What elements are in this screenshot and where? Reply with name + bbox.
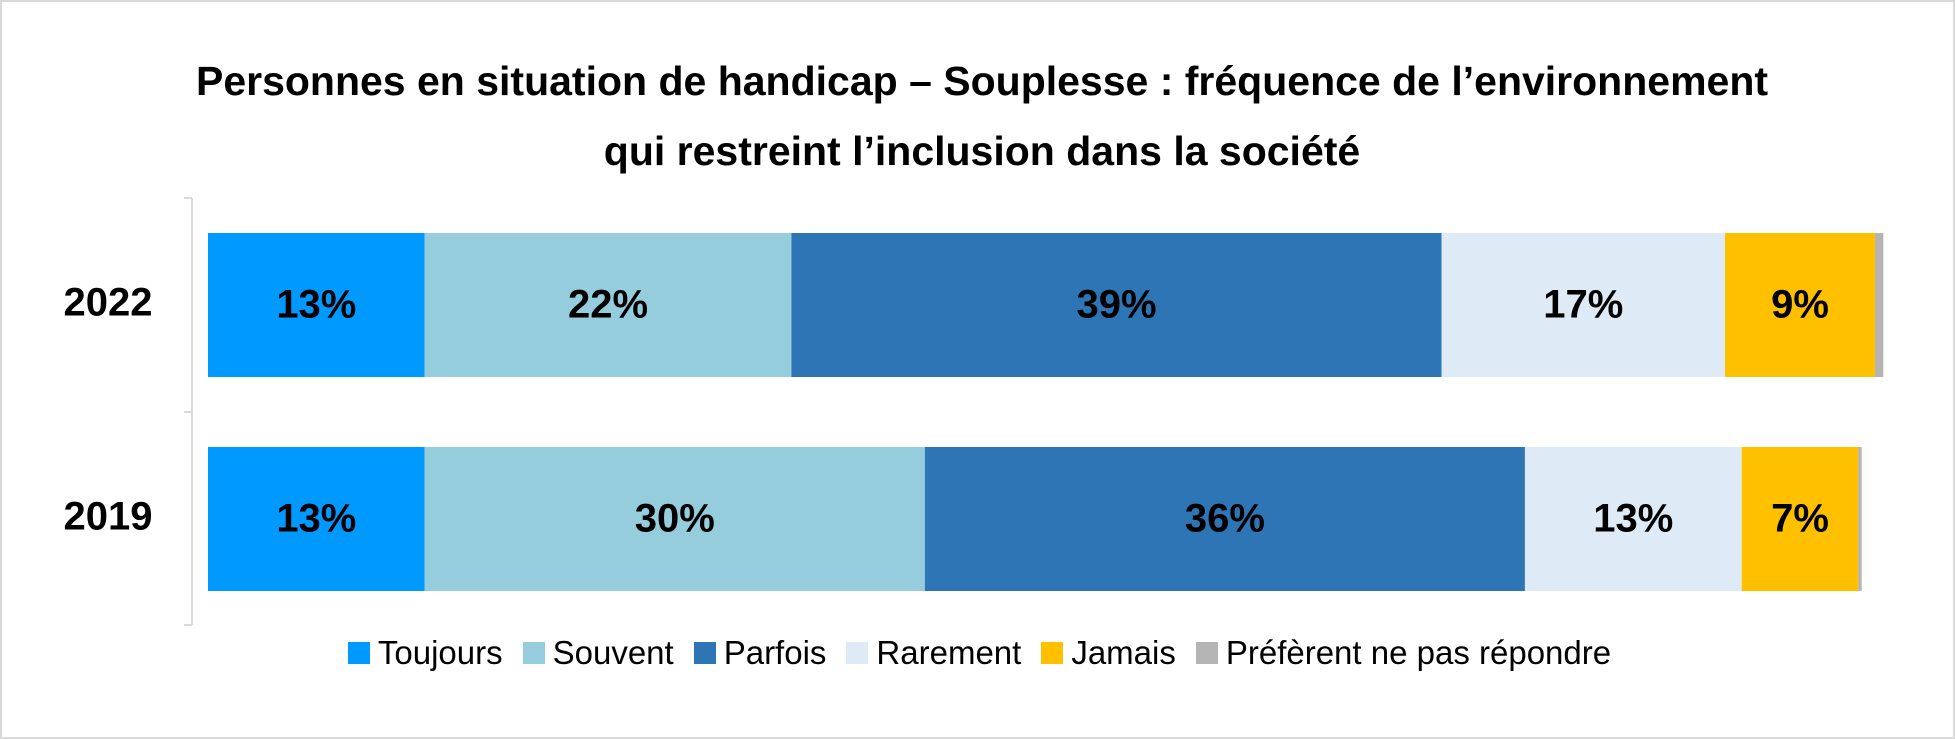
bar-segment <box>1858 447 1862 591</box>
data-label: 7% <box>1771 497 1829 541</box>
data-label: 9% <box>1771 283 1829 327</box>
legend-label: Souvent <box>552 634 674 671</box>
bar-segment <box>924 447 1525 591</box>
bar-segment <box>791 233 1442 377</box>
legend-swatch <box>347 642 370 664</box>
data-label: 17% <box>1543 283 1623 327</box>
y-tick-label: 2022 <box>64 281 153 325</box>
chart-title: Personnes en situation de handicap – Sou… <box>195 58 1769 174</box>
data-label: 13% <box>276 497 356 541</box>
bar-segment <box>424 233 792 377</box>
legend-swatch <box>1041 642 1064 664</box>
bar-segment <box>1724 233 1875 377</box>
legend-item: Rarement <box>846 634 1021 672</box>
legend-label: Préfèrent ne pas répondre <box>1225 634 1612 671</box>
legend-swatch <box>693 642 716 664</box>
data-label: 36% <box>1185 497 1265 541</box>
y-tick-label: 2019 <box>64 495 153 539</box>
data-label: 30% <box>635 497 715 541</box>
bar-segment <box>208 233 425 377</box>
legend-label: Parfois <box>723 634 827 671</box>
legend-label: Toujours <box>377 634 503 671</box>
data-label: 39% <box>1076 283 1156 327</box>
legend: Toujours Souvent Parfois Rarement Jamais Préf… <box>2 634 1953 672</box>
legend-swatch <box>522 642 545 664</box>
bar-segment <box>424 447 925 591</box>
legend-item: Souvent <box>522 634 674 672</box>
legend-label: Rarement <box>876 634 1022 671</box>
bar-segment <box>1741 447 1859 591</box>
bar-segment <box>1441 233 1725 377</box>
bar-segment <box>208 447 425 591</box>
legend-item: Préfèrent ne pas répondre <box>1195 634 1612 672</box>
legend-label: Jamais <box>1071 634 1176 671</box>
data-label: 13% <box>1593 497 1673 541</box>
legend-item: Parfois <box>693 634 827 672</box>
legend-swatch <box>846 642 869 664</box>
legend-swatch <box>1195 642 1218 664</box>
bar-segment <box>1875 233 1884 377</box>
data-label: 13% <box>276 283 356 327</box>
legend-item: Toujours <box>347 634 503 672</box>
bar-segment <box>1524 447 1742 591</box>
legend-item: Jamais <box>1041 634 1176 672</box>
data-label: 22% <box>568 283 648 327</box>
